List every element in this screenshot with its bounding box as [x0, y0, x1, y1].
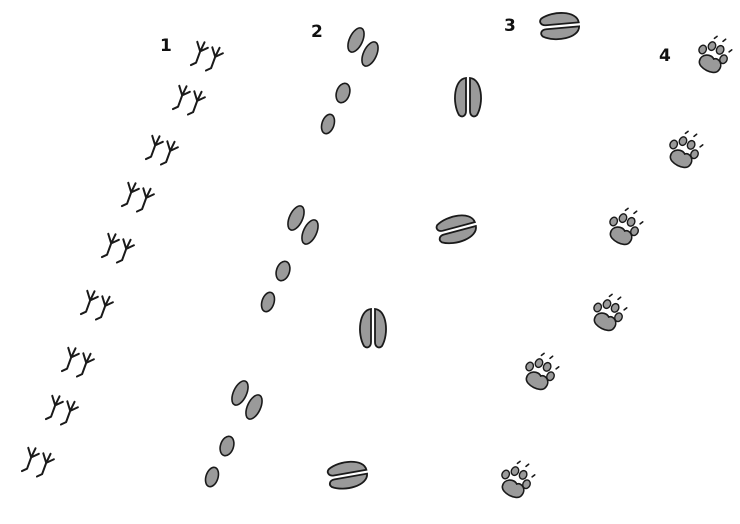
bird-print-icon — [100, 232, 135, 264]
paw-print-icon — [698, 35, 733, 74]
track-label-1: 1 — [160, 36, 172, 56]
bird-print-icon — [189, 40, 224, 72]
rabbit-print-icon — [260, 205, 319, 313]
bird-print-icon — [60, 346, 95, 378]
paw-print-icon — [669, 130, 704, 169]
rabbit-print-icon — [320, 27, 379, 135]
hoof-print-icon — [539, 12, 581, 41]
paw-print-icon — [609, 207, 644, 246]
bird-print-icon — [120, 181, 155, 213]
track-label-4: 4 — [659, 46, 671, 66]
hoof-print-icon — [454, 77, 482, 118]
paw-print-icon — [593, 293, 628, 332]
bird-print-icon — [79, 289, 114, 321]
bird-print-icon — [44, 394, 79, 426]
bird-print-icon — [171, 84, 206, 116]
bird-print-icon — [20, 446, 55, 478]
hoof-print-icon — [326, 460, 368, 490]
paw-print-icon — [525, 352, 560, 391]
paw-print-icon — [501, 460, 536, 499]
bird-print-icon — [144, 134, 179, 166]
hoof-print-icon — [359, 308, 387, 349]
hoof-print-icon — [435, 214, 477, 245]
track-label-2: 2 — [311, 22, 323, 42]
rabbit-print-icon — [204, 380, 263, 488]
track-label-3: 3 — [504, 16, 516, 36]
